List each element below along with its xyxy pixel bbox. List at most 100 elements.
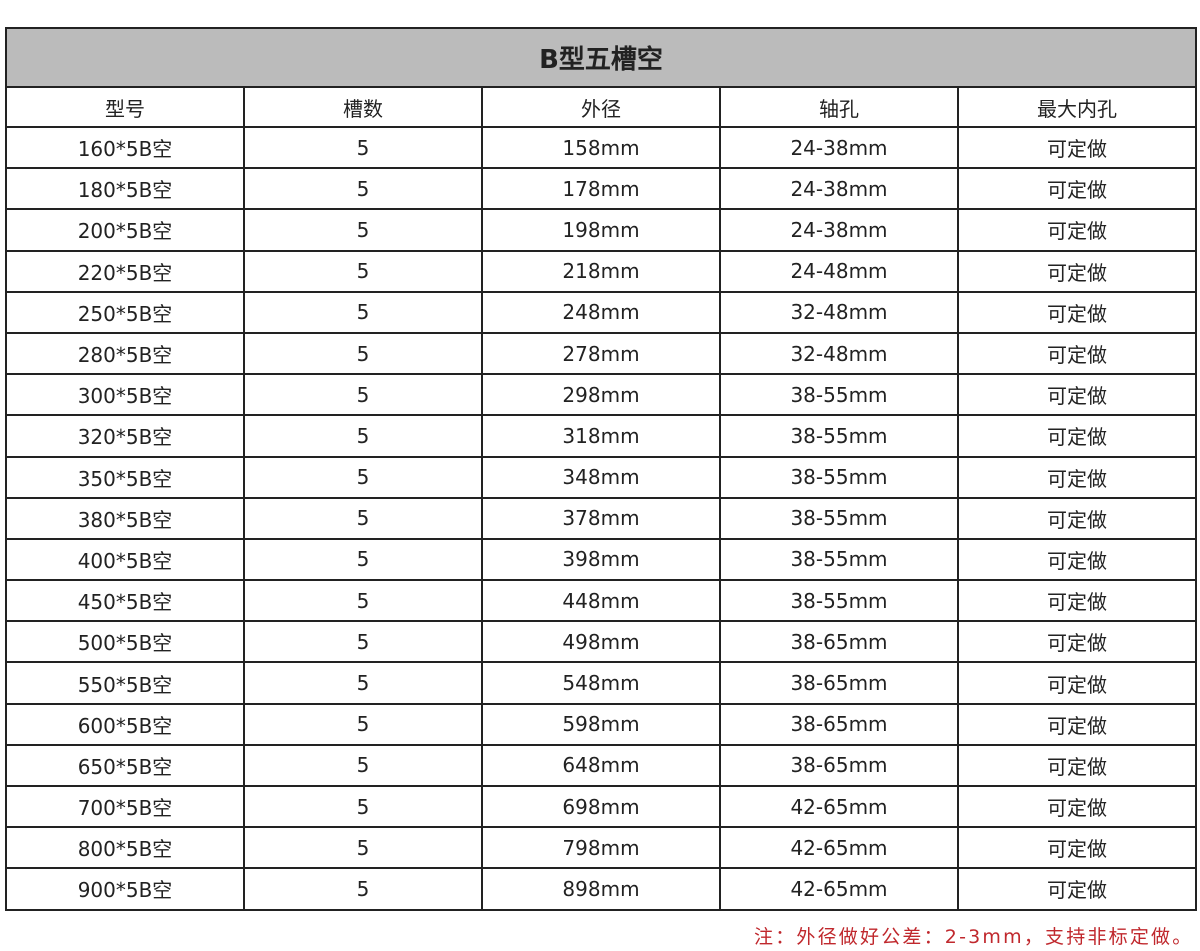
footnote: 注：外径做好公差：2-3mm，支持非标定做。 [754, 926, 1194, 948]
table-cell: 450*5B空 [5, 579, 245, 623]
table-cell: 348mm [481, 455, 721, 499]
table-cell: 38-55mm [719, 496, 959, 540]
table-cell: 350*5B空 [5, 455, 245, 499]
table-cell: 可定做 [957, 826, 1197, 870]
column-header: 外径 [481, 86, 721, 128]
table-row: 180*5B空 5 178mm 24-38mm 可定做 [5, 167, 1197, 211]
table-cell: 42-65mm [719, 867, 959, 911]
table-cell: 248mm [481, 290, 721, 334]
table-cell: 5 [243, 208, 483, 252]
table-cell: 160*5B空 [5, 125, 245, 170]
table-cell: 5 [243, 743, 483, 788]
table-cell: 800*5B空 [5, 826, 245, 870]
table-cell: 298mm [481, 373, 721, 417]
table-cell: 5 [243, 249, 483, 293]
table-row: 320*5B空 5 318mm 38-55mm 可定做 [5, 414, 1197, 458]
table-cell: 可定做 [957, 249, 1197, 293]
table-cell: 320*5B空 [5, 414, 245, 458]
table-cell: 可定做 [957, 579, 1197, 623]
table-cell: 38-65mm [719, 743, 959, 788]
table-row: 200*5B空 5 198mm 24-38mm 可定做 [5, 208, 1197, 252]
table-cell: 32-48mm [719, 290, 959, 334]
table-row: 400*5B空 5 398mm 38-55mm 可定做 [5, 537, 1197, 582]
table-cell: 650*5B空 [5, 743, 245, 788]
table-cell: 42-65mm [719, 784, 959, 829]
table-cell: 5 [243, 826, 483, 870]
table-row: 900*5B空 5 898mm 42-65mm 可定做 [5, 867, 1197, 911]
table-row: 350*5B空 5 348mm 38-55mm 可定做 [5, 455, 1197, 499]
table-row: 550*5B空 5 548mm 38-65mm 可定做 [5, 661, 1197, 705]
table-cell: 158mm [481, 125, 721, 170]
table-cell: 可定做 [957, 455, 1197, 499]
table-row: 800*5B空 5 798mm 42-65mm 可定做 [5, 826, 1197, 870]
table-cell: 498mm [481, 620, 721, 664]
table-cell: 32-48mm [719, 331, 959, 376]
table-row: 160*5B空 5 158mm 24-38mm 可定做 [5, 125, 1197, 170]
table-cell: 5 [243, 579, 483, 623]
table-cell: 380*5B空 [5, 496, 245, 540]
table-cell: 598mm [481, 702, 721, 746]
table-cell: 448mm [481, 579, 721, 623]
table-cell: 5 [243, 455, 483, 499]
table-cell: 可定做 [957, 414, 1197, 458]
table-cell: 300*5B空 [5, 373, 245, 417]
table-cell: 648mm [481, 743, 721, 788]
header-row: 型号 槽数 外径 轴孔 最大内孔 [5, 86, 1197, 128]
table-cell: 5 [243, 167, 483, 211]
table-cell: 5 [243, 290, 483, 334]
table-cell: 698mm [481, 784, 721, 829]
table-row: 650*5B空 5 648mm 38-65mm 可定做 [5, 743, 1197, 788]
table-cell: 38-55mm [719, 414, 959, 458]
table-cell: 5 [243, 125, 483, 170]
table-cell: 38-65mm [719, 620, 959, 664]
table-cell: 5 [243, 784, 483, 829]
table-row: 250*5B空 5 248mm 32-48mm 可定做 [5, 290, 1197, 334]
table-cell: 5 [243, 661, 483, 705]
table-cell: 24-38mm [719, 208, 959, 252]
table-cell: 200*5B空 [5, 208, 245, 252]
table-cell: 600*5B空 [5, 702, 245, 746]
table-title: B型五槽空 [5, 27, 1197, 88]
table-cell: 5 [243, 702, 483, 746]
column-header: 轴孔 [719, 86, 959, 128]
table-cell: 24-48mm [719, 249, 959, 293]
table-row: 380*5B空 5 378mm 38-55mm 可定做 [5, 496, 1197, 540]
table-cell: 可定做 [957, 537, 1197, 582]
table-cell: 38-65mm [719, 661, 959, 705]
table-cell: 898mm [481, 867, 721, 911]
table-cell: 318mm [481, 414, 721, 458]
table-cell: 548mm [481, 661, 721, 705]
table-cell: 可定做 [957, 702, 1197, 746]
table-cell: 5 [243, 537, 483, 582]
table-cell: 798mm [481, 826, 721, 870]
table-cell: 5 [243, 331, 483, 376]
table-cell: 5 [243, 620, 483, 664]
table-cell: 可定做 [957, 290, 1197, 334]
table-cell: 398mm [481, 537, 721, 582]
table-cell: 250*5B空 [5, 290, 245, 334]
table-cell: 可定做 [957, 784, 1197, 829]
table-cell: 可定做 [957, 743, 1197, 788]
table-cell: 180*5B空 [5, 167, 245, 211]
table-row: 300*5B空 5 298mm 38-55mm 可定做 [5, 373, 1197, 417]
table-cell: 可定做 [957, 167, 1197, 211]
table-cell: 378mm [481, 496, 721, 540]
table-cell: 42-65mm [719, 826, 959, 870]
column-header: 槽数 [243, 86, 483, 128]
table-cell: 可定做 [957, 867, 1197, 911]
table-row: 700*5B空 5 698mm 42-65mm 可定做 [5, 784, 1197, 829]
table-cell: 24-38mm [719, 167, 959, 211]
table-cell: 38-55mm [719, 537, 959, 582]
table-cell: 218mm [481, 249, 721, 293]
table-cell: 5 [243, 496, 483, 540]
table-cell: 5 [243, 373, 483, 417]
table-cell: 38-55mm [719, 455, 959, 499]
column-header: 最大内孔 [957, 86, 1197, 128]
table-cell: 500*5B空 [5, 620, 245, 664]
table-cell: 38-55mm [719, 373, 959, 417]
table-row: 500*5B空 5 498mm 38-65mm 可定做 [5, 620, 1197, 664]
table-cell: 24-38mm [719, 125, 959, 170]
column-header: 型号 [5, 86, 245, 128]
table-cell: 700*5B空 [5, 784, 245, 829]
table-cell: 可定做 [957, 496, 1197, 540]
